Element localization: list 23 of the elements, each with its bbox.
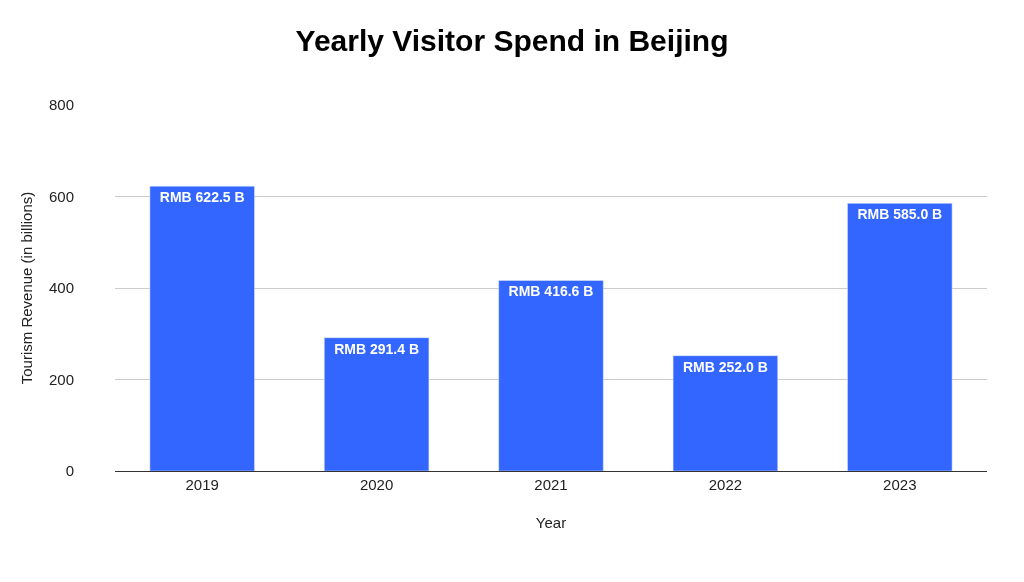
y-tick-label: 400 xyxy=(48,279,74,297)
data-label: RMB 585.0 B xyxy=(857,206,943,223)
bar xyxy=(498,280,604,471)
y-tick-label: 600 xyxy=(48,187,74,205)
bar xyxy=(847,203,953,471)
y-tick-label: 800 xyxy=(48,96,74,114)
bar xyxy=(672,355,778,471)
y-axis-title: Tourism Revenue (in billions) xyxy=(18,191,36,385)
data-label: RMB 291.4 B xyxy=(334,340,420,357)
x-tick-label: 2022 xyxy=(708,476,743,493)
x-tick-label: 2020 xyxy=(359,476,394,493)
bar xyxy=(324,337,430,471)
data-label: RMB 252.0 B xyxy=(682,358,768,375)
y-tick-label: 200 xyxy=(48,370,74,388)
data-label: RMB 416.6 B xyxy=(508,283,594,300)
chart-title: Yearly Visitor Spend in Beijing xyxy=(295,24,729,58)
bar xyxy=(149,185,255,471)
x-tick-label: 2023 xyxy=(883,476,917,493)
y-tick-label: 0 xyxy=(65,462,74,480)
x-tick-label: 2019 xyxy=(185,476,219,493)
data-label: RMB 622.5 B xyxy=(159,189,245,206)
x-axis-title: Year xyxy=(535,514,567,531)
x-tick-label: 2021 xyxy=(534,476,568,493)
